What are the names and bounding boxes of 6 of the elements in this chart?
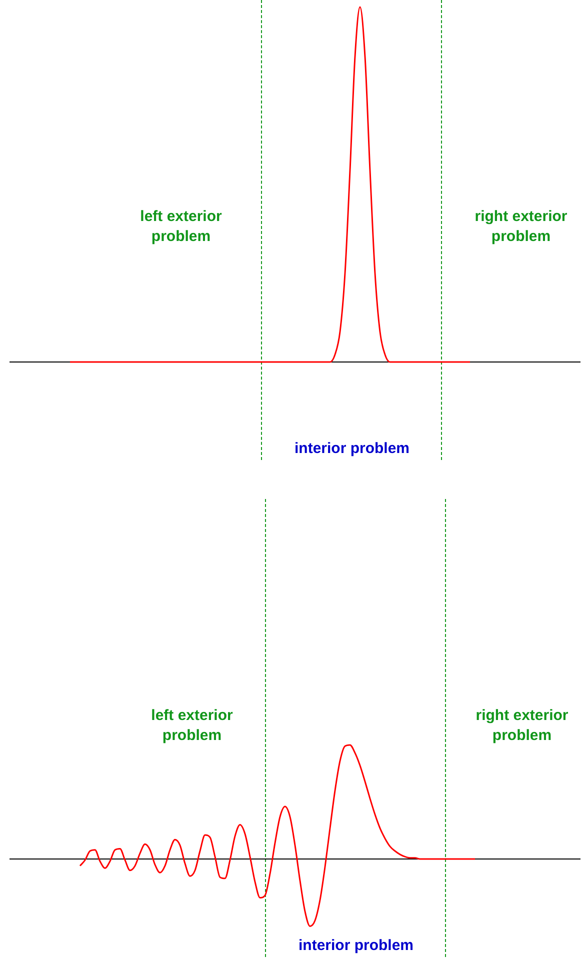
text: interior problem [298,937,414,954]
annotation: left exterior problem [140,208,222,246]
annotation: right exterior problem [474,208,568,246]
text: right exterior problem [476,707,568,744]
text: left exterior problem [151,707,234,744]
text: interior problem [294,440,410,458]
